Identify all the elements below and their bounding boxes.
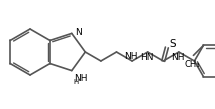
- Text: HN: HN: [140, 53, 154, 61]
- Text: N: N: [75, 28, 81, 37]
- Text: S: S: [169, 39, 175, 49]
- Text: NH: NH: [171, 53, 185, 61]
- Text: CH₃: CH₃: [185, 60, 200, 69]
- Text: NH: NH: [124, 51, 138, 60]
- Text: NH: NH: [74, 74, 87, 83]
- Text: H: H: [74, 79, 79, 85]
